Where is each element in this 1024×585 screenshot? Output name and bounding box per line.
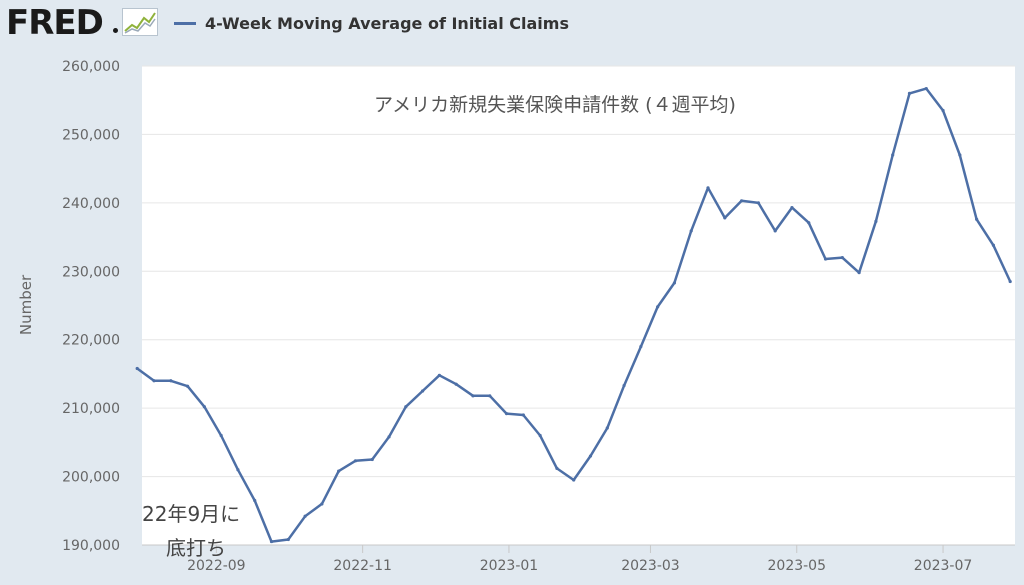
x-tick-label: 2023-03 [621, 558, 680, 574]
data-point [605, 426, 609, 430]
data-point [353, 459, 358, 463]
data-point [924, 86, 928, 91]
y-axis-label: Number [17, 274, 35, 335]
x-tick-label: 2022-09 [187, 558, 246, 574]
data-point [588, 454, 593, 458]
x-tick-label: 2022-11 [333, 558, 392, 574]
data-point [1008, 279, 1012, 284]
data-point [891, 153, 895, 157]
data-point [387, 435, 391, 439]
fred-graph-icon [122, 8, 158, 36]
data-point [706, 186, 710, 190]
data-point [421, 389, 425, 393]
x-tick-label: 2023-05 [768, 558, 827, 574]
data-point [622, 383, 626, 388]
y-tick-label: 220,000 [62, 333, 120, 349]
data-point [320, 502, 324, 506]
data-point [672, 281, 677, 285]
data-point [488, 394, 492, 398]
data-point [756, 201, 760, 205]
y-tick-label: 210,000 [62, 401, 120, 417]
data-point [790, 206, 794, 210]
data-point [807, 221, 811, 225]
data-point [185, 384, 190, 388]
data-point [656, 305, 660, 309]
data-point [303, 514, 307, 518]
annotation-line-2: 底打ち [166, 536, 226, 560]
data-point [723, 216, 727, 220]
x-tick-label: 2023-07 [914, 558, 973, 574]
y-tick-label: 190,000 [62, 538, 120, 554]
data-point [370, 457, 374, 462]
data-point [521, 413, 525, 417]
data-point [689, 229, 693, 233]
data-point [555, 466, 559, 470]
y-tick-label: 240,000 [62, 196, 120, 212]
data-point [907, 91, 912, 95]
fred-logo[interactable]: FRED [6, 3, 104, 43]
x-ticks: 2022-09 2022-11 2023-01 2023-03 2023-05 2023-… [187, 545, 972, 574]
data-point [874, 219, 878, 223]
data-point [991, 243, 996, 247]
data-point [739, 199, 744, 203]
data-point [135, 366, 139, 371]
data-point [773, 229, 777, 233]
data-point [404, 405, 408, 409]
y-axis: 190,000 200,000 210,000 220,000 230,000 240,0… [62, 59, 120, 554]
data-point [975, 217, 979, 221]
plot-background [142, 66, 1015, 545]
data-point [840, 256, 844, 260]
data-point [823, 257, 828, 261]
data-point [219, 433, 223, 438]
data-point [286, 537, 290, 542]
data-point [504, 412, 509, 416]
y-tick-label: 200,000 [62, 470, 120, 486]
data-point [236, 468, 240, 472]
annotation-line-1: 22年9月に [142, 502, 240, 526]
data-point [471, 394, 475, 398]
data-point [337, 469, 341, 473]
data-point [253, 498, 257, 503]
data-point [269, 539, 274, 544]
data-point [152, 379, 156, 383]
data-point [958, 153, 962, 157]
x-tick-label: 2023-01 [480, 558, 539, 574]
y-tick-label: 260,000 [62, 59, 120, 75]
data-point [941, 108, 945, 113]
data-point [169, 379, 173, 383]
data-point [857, 271, 861, 275]
y-tick-label: 230,000 [62, 264, 120, 280]
header: FRED 4-Week Moving Average of Initial Cl… [0, 0, 1024, 50]
data-point [454, 382, 458, 386]
legend-label: 4-Week Moving Average of Initial Claims [205, 13, 569, 33]
legend: 4-Week Moving Average of Initial Claims [174, 10, 569, 36]
data-point [202, 405, 206, 409]
data-point [437, 373, 441, 377]
data-point [639, 344, 643, 349]
data-point [538, 433, 542, 438]
legend-swatch [174, 21, 196, 25]
series-layer [135, 86, 1012, 544]
y-tick-label: 250,000 [62, 127, 120, 143]
data-point [572, 478, 576, 482]
logo-dot [113, 28, 118, 33]
chart-title: アメリカ新規失業保険申請件数 (４週平均) [374, 94, 736, 116]
